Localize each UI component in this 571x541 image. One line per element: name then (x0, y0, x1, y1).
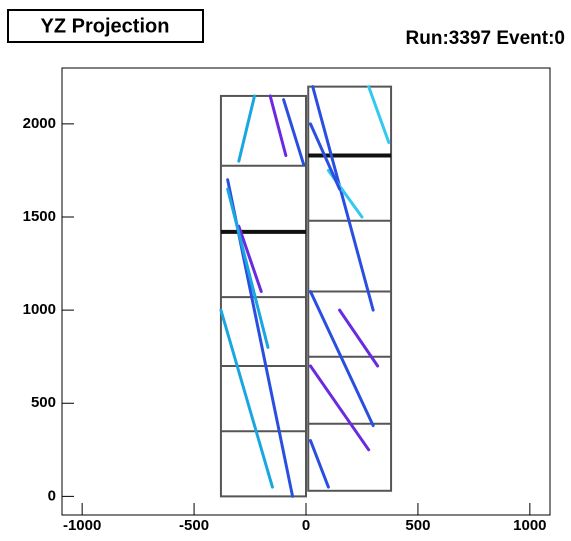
y-tick-label: 2000 (23, 115, 56, 132)
track (237, 224, 263, 293)
track (367, 85, 391, 144)
x-tick-label: -500 (179, 517, 209, 534)
track (308, 290, 375, 428)
track (237, 94, 257, 163)
x-tick-label: -1000 (63, 517, 101, 534)
track (268, 94, 288, 158)
y-tick-label: 1000 (23, 301, 56, 318)
y-tick-label: 500 (31, 394, 56, 411)
chart-title: YZ Projection (41, 15, 170, 37)
x-tick-label: 0 (302, 517, 310, 534)
track (219, 308, 274, 489)
title-box (7, 9, 204, 43)
track (308, 122, 342, 191)
x-tick-label: 500 (405, 517, 430, 534)
chart-subtitle: Run:3397 Event:0 (406, 28, 565, 49)
track (226, 187, 270, 349)
x-tick-label: 1000 (513, 517, 546, 534)
track (308, 439, 330, 489)
track (338, 308, 380, 368)
y-tick-label: 1500 (23, 208, 56, 225)
track (311, 85, 375, 312)
y-tick-label: 0 (48, 487, 56, 504)
track (308, 364, 371, 452)
track (282, 98, 306, 167)
detector-module (307, 85, 393, 492)
